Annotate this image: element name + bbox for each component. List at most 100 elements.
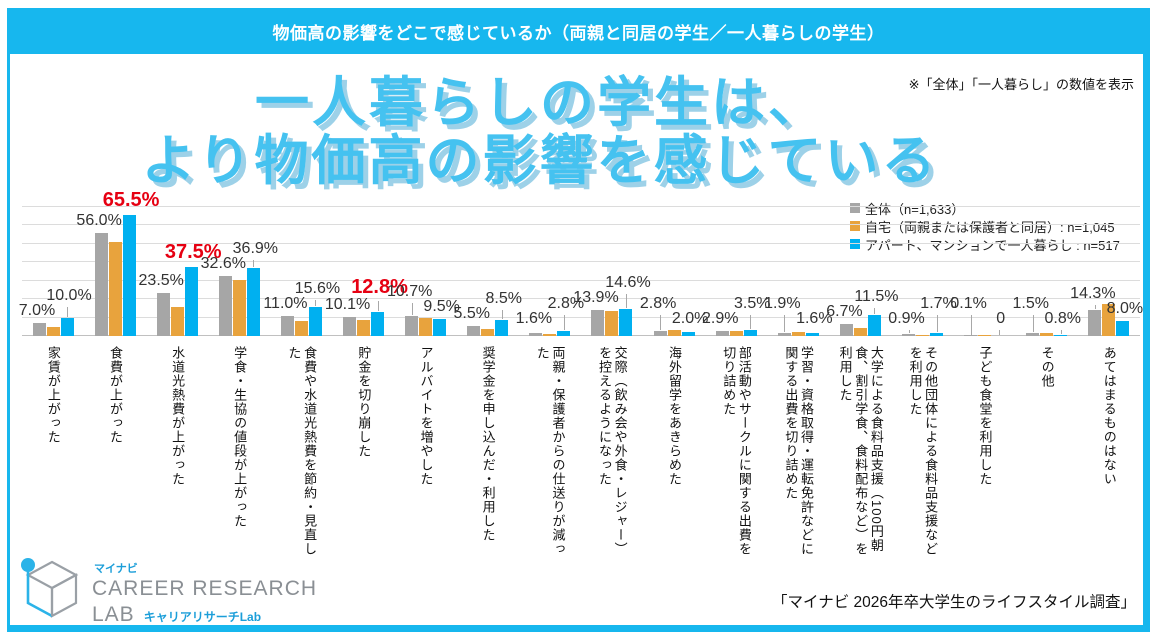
bar-home <box>481 328 495 336</box>
bar-home <box>1102 304 1116 336</box>
bar-solo <box>246 268 260 336</box>
bar-total <box>1026 333 1040 336</box>
chart-column-4: 11.0% 15.6% <box>263 207 340 336</box>
leader-line <box>501 309 503 320</box>
headline: 一人暮らしの学生は、 より物価高の影響を感じている <box>120 76 960 192</box>
axis-category-0: 家賃が上がった <box>22 346 84 564</box>
chart-column-1: 56.0% 65.5% <box>76 189 159 336</box>
bar-total <box>467 325 481 336</box>
bar-total <box>32 323 46 336</box>
leader-line <box>936 315 938 332</box>
axis-category-14: その他団体による食料品支援などを利用した <box>892 346 954 564</box>
chart-column-13: 6.7% 11.5% <box>826 207 899 336</box>
chart-gridlines <box>22 206 1140 336</box>
bar-total <box>94 232 108 336</box>
axis-category-label: あてはまるものはない <box>1101 346 1117 486</box>
axis-category-13: 大学による食料品支援（100円朝食、割引学食、食料配布など）を利用した <box>829 346 891 564</box>
bar-home <box>853 327 867 336</box>
bar-total <box>218 275 232 336</box>
display-note: ※「全体」「一人暮らし」の数値を表示 <box>908 77 1134 92</box>
axis-category-label: 水道光熱費が上がった <box>170 346 186 486</box>
value-label-solo: 12.8% <box>351 276 408 299</box>
gridline-30 <box>22 279 1140 281</box>
axis-category-15: 子ども食堂を利用した <box>954 346 1016 564</box>
bar-solo <box>433 318 447 336</box>
bar-solo <box>60 317 74 336</box>
bar-home <box>916 335 930 336</box>
axis-category-12: 学習・資格取得・運転免許などに関する出費を切り詰めた <box>767 346 829 564</box>
bar-solo <box>122 215 136 336</box>
value-label-total: 10.1% <box>324 296 371 314</box>
chart-column-8: 1.6% 2.8% <box>515 207 584 336</box>
axis-category-label: 子ども食堂を利用した <box>977 346 993 486</box>
bar-solo <box>1116 321 1130 336</box>
bar-home <box>170 307 184 336</box>
bar-solo <box>805 333 819 336</box>
axis-category-16: その他 <box>1016 346 1078 564</box>
bar-solo <box>1054 334 1068 336</box>
chart-column-5: 10.1% 12.8% <box>325 207 408 336</box>
legend-item-solo: アパート、マンションで一人暮らし : n=517 <box>850 235 1120 253</box>
leader-line <box>563 315 565 330</box>
gridline-0 <box>22 335 1140 336</box>
chart-column-17: 14.3% 8.0% <box>1070 207 1143 336</box>
leader-line <box>998 330 1000 335</box>
leader-line <box>1032 315 1034 333</box>
axis-category-label: 学習・資格取得・運転免許などに関する出費を切り詰めた <box>783 346 814 556</box>
logo-brand-small: マイナビ <box>94 563 138 575</box>
value-label-solo: 3.5% <box>733 294 771 312</box>
value-label-total: 10.7% <box>386 282 433 300</box>
value-label-solo: 36.9% <box>232 239 279 257</box>
bar-total <box>1088 309 1102 336</box>
axis-category-2: 水道光熱費が上がった <box>146 346 208 564</box>
axis-category-label: 学食・生協の値段が上がった <box>232 346 248 528</box>
bar-solo <box>743 329 757 336</box>
chart-column-9: 13.9% 14.6% <box>573 207 651 336</box>
leader-line <box>67 307 68 317</box>
axis-category-label: 両親・保護者からの仕送りが減った <box>534 346 566 556</box>
value-label-solo: 65.5% <box>102 189 160 212</box>
career-research-lab-logo-icon <box>21 558 79 618</box>
axis-category-8: 両親・保護者からの仕送りが減った <box>519 346 581 564</box>
value-label-solo: 10.0% <box>46 287 92 305</box>
bar-home <box>108 242 122 336</box>
logo-brand-main: CAREER RESEARCH <box>92 577 318 600</box>
legend-label-solo: アパート、マンションで一人暮らし : n=517 <box>865 237 1120 253</box>
chart-column-10: 2.8% 2.0% <box>640 207 708 336</box>
bar-total <box>280 315 294 336</box>
bar-solo <box>930 332 944 336</box>
legend-swatch-home <box>850 221 860 231</box>
bar-total <box>715 330 729 336</box>
gridline-50 <box>22 242 1140 244</box>
value-label-total: 2.9% <box>701 309 739 327</box>
axis-category-label: 海外留学をあきらめた <box>666 346 682 486</box>
bar-home <box>294 321 308 336</box>
chart-column-7: 5.5% 8.5% <box>454 207 522 336</box>
bar-chart: 7.0% 10.0% 56.0% 65.5% 23.5% 37.5% 32.6% 36.9% 1… <box>19 189 1143 336</box>
value-label-total: 0.1% <box>950 295 987 312</box>
chart-category-axis: 家賃が上がった 食費が上がった 水道光熱費が上がった 学食・生協の値段が上がった 食費や… <box>22 346 1140 564</box>
legend-item-total: 全体（n=1,633） <box>850 199 1120 217</box>
value-label-total: 1.6% <box>515 310 553 327</box>
chart-column-11: 2.9% 3.5% <box>701 207 771 336</box>
bar-home <box>978 335 992 336</box>
axis-category-label: 交際（飲み会や外食・レジャー）を控えるようになった <box>597 346 628 556</box>
leader-line <box>874 307 876 314</box>
axis-category-label: 部活動やサークルに関する出費を切り詰めた <box>721 346 752 556</box>
logo-brand-sub: LAB <box>92 603 135 626</box>
source-citation: 「マイナビ 2026年卒大学生のライフスタイル調査」 <box>772 594 1136 611</box>
value-label-total: 13.9% <box>573 289 619 307</box>
gridline-10 <box>22 316 1140 318</box>
chart-column-3: 32.6% 36.9% <box>201 207 278 336</box>
bar-total <box>839 323 853 336</box>
bar-home <box>232 279 246 336</box>
bar-total <box>529 333 543 336</box>
bar-home <box>1040 332 1054 336</box>
gridline-60 <box>22 224 1140 226</box>
axis-category-5: 貯金を切り崩した <box>333 346 395 564</box>
bar-total <box>902 334 916 336</box>
axis-category-label: 家賃が上がった <box>45 346 61 444</box>
bar-home <box>791 332 805 336</box>
bar-total <box>591 310 605 336</box>
